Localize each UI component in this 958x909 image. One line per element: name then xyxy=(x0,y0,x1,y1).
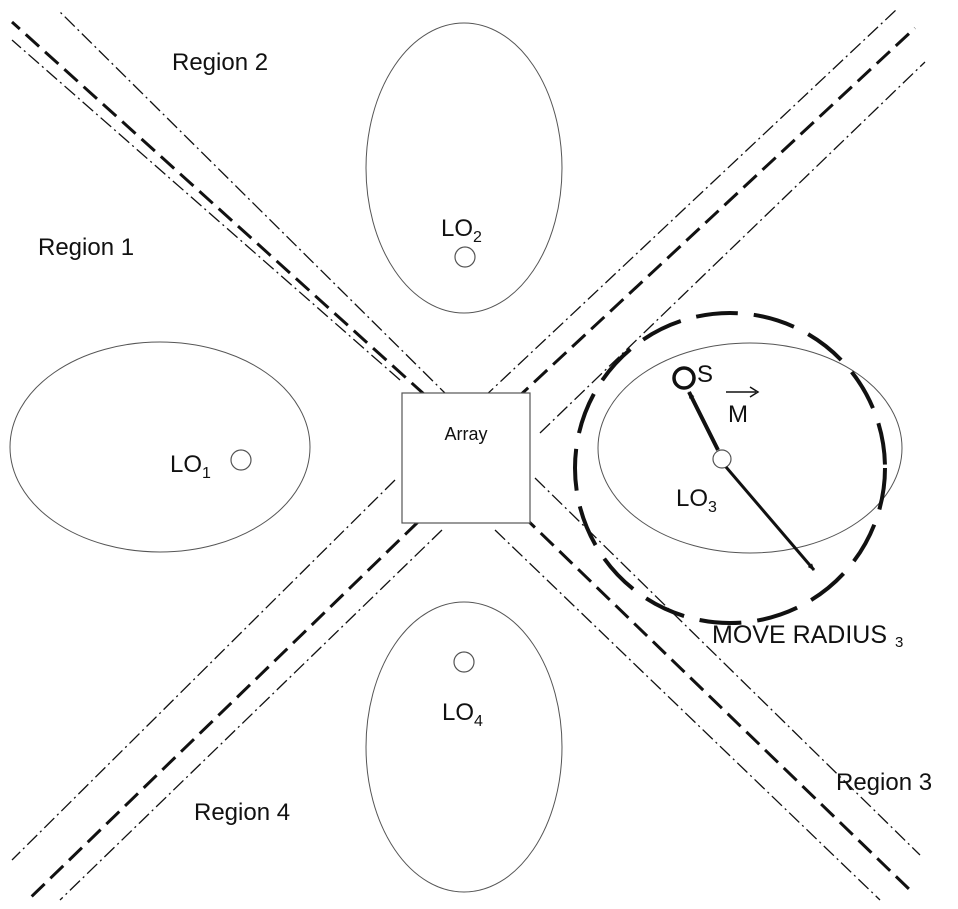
vector-label-group: M xyxy=(726,387,758,428)
location-2-marker xyxy=(455,247,475,267)
location-4-ellipse xyxy=(366,602,562,892)
location-1-label-sub: 1 xyxy=(202,465,211,482)
location-4-marker xyxy=(454,652,474,672)
location-2-ellipse xyxy=(366,23,562,313)
location-2-label: LO2 xyxy=(441,215,482,246)
separator-lower-right-dashdot-inner xyxy=(495,530,880,900)
move-radius-label-sub: 3 xyxy=(895,634,903,651)
source-marker xyxy=(674,368,694,388)
array-box xyxy=(402,393,530,523)
source-label: S xyxy=(697,361,713,388)
region-2-label: Region 2 xyxy=(172,49,268,76)
separator-upper-right-dashed xyxy=(515,28,915,400)
location-3-label-sub: 3 xyxy=(708,499,717,516)
separator-lower-left-dashdot-inner xyxy=(60,530,442,900)
separator-upper-left-dashed xyxy=(12,22,425,395)
separator-upper-left-dashdot-outer xyxy=(12,40,400,380)
move-radius-arrow xyxy=(726,467,814,570)
location-4-label-main: LO xyxy=(442,699,474,726)
move-radius-label-main: MOVE RADIUS xyxy=(712,621,887,649)
location-1-ellipse xyxy=(10,342,310,552)
separator-upper-right-dashdot-inner xyxy=(483,10,896,398)
region-3-label: Region 3 xyxy=(836,769,932,796)
separator-lower-right-dashed xyxy=(522,515,910,890)
separator-lower-left xyxy=(12,480,442,900)
separator-lower-right xyxy=(495,478,920,900)
location-3-label: LO3 xyxy=(676,485,717,516)
movement-vector-arrow xyxy=(689,392,718,450)
move-radius-circle xyxy=(575,313,885,623)
vector-label: M xyxy=(728,401,748,428)
region-4-label: Region 4 xyxy=(194,799,290,826)
region-1-label: Region 1 xyxy=(38,234,134,261)
move-radius-label: MOVE RADIUS 3 xyxy=(712,621,903,651)
location-1-label: LO1 xyxy=(170,451,211,482)
array-label: Array xyxy=(444,424,487,444)
location-2-label-main: LO xyxy=(441,215,473,242)
separator-upper-right-dashdot-outer xyxy=(540,62,925,433)
separator-lower-right-dashdot-outer xyxy=(535,478,920,855)
separator-lower-left-dashed xyxy=(28,522,418,900)
location-4-label: LO4 xyxy=(442,699,483,730)
location-1-marker xyxy=(231,450,251,470)
location-3-label-main: LO xyxy=(676,485,708,512)
location-3-ellipse xyxy=(598,343,902,553)
location-2-label-sub: 2 xyxy=(473,229,482,246)
location-4-label-sub: 4 xyxy=(474,713,483,730)
location-3-marker xyxy=(713,450,731,468)
location-1-label-main: LO xyxy=(170,451,202,478)
